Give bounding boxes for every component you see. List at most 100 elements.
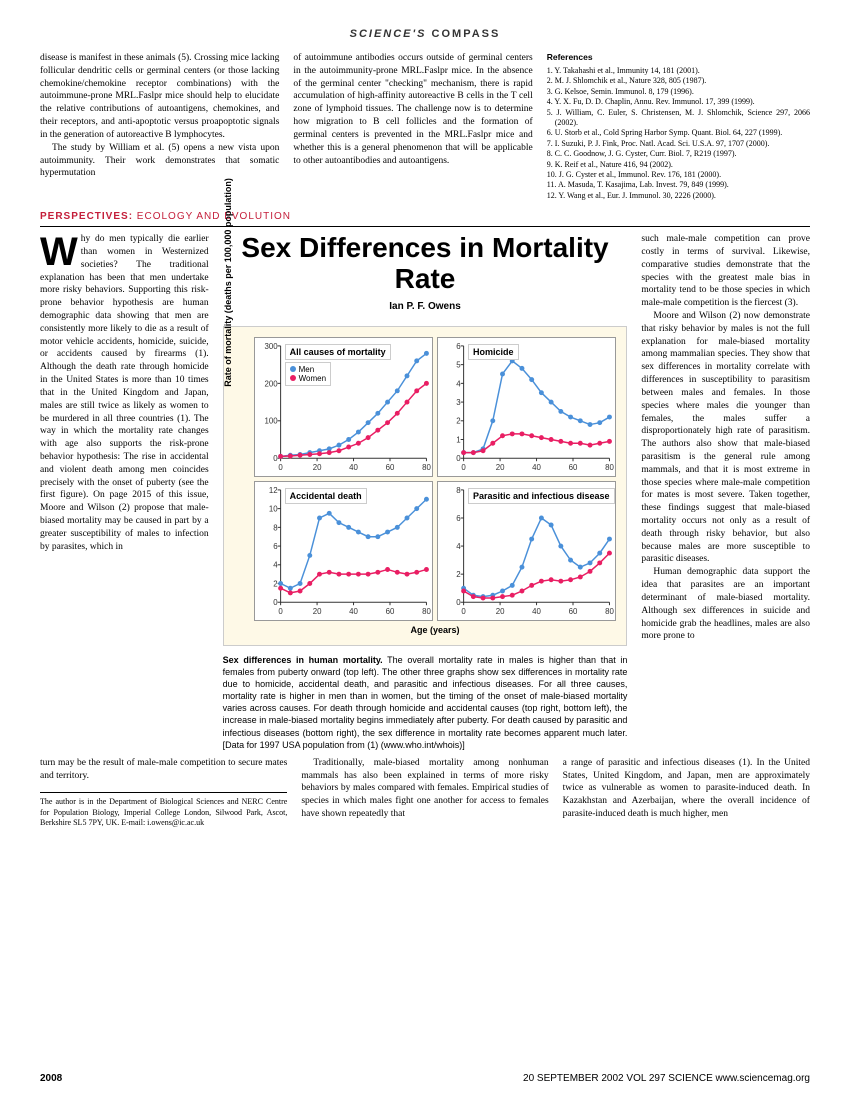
top-section: disease is manifest in these animals (5)… <box>40 52 810 201</box>
chart-panel: Homicide0123456020406080 <box>437 337 616 477</box>
svg-text:60: 60 <box>569 463 578 472</box>
page-number: 2008 <box>40 1073 62 1084</box>
xaxis-label: Age (years) <box>254 625 617 635</box>
svg-text:60: 60 <box>385 463 394 472</box>
svg-text:100: 100 <box>264 416 278 425</box>
refs-list: 1. Y. Takahashi et al., Immunity 14, 181… <box>547 66 810 201</box>
svg-text:8: 8 <box>273 523 278 532</box>
ref-item: 11. A. Masuda, T. Kasajima, Lab. Invest.… <box>547 180 810 190</box>
svg-text:4: 4 <box>273 560 278 569</box>
ref-item: 4. Y. X. Fu, D. D. Chaplin, Annu. Rev. I… <box>547 97 810 107</box>
svg-text:4: 4 <box>456 379 461 388</box>
ref-item: 2. M. J. Shlomchik et al., Nature 328, 8… <box>547 76 810 86</box>
chart-panel: Parasitic and infectious disease02468020… <box>437 481 616 621</box>
footer: 2008 20 SEPTEMBER 2002 VOL 297 SCIENCE w… <box>40 1073 810 1084</box>
legend: MenWomen <box>285 362 331 386</box>
svg-text:0: 0 <box>461 607 466 616</box>
svg-text:40: 40 <box>532 607 541 616</box>
svg-text:0: 0 <box>273 598 278 607</box>
svg-text:0: 0 <box>456 454 461 463</box>
top-para-2: of autoimmune antibodies occurs outside … <box>293 52 532 167</box>
svg-text:3: 3 <box>456 398 461 407</box>
svg-text:80: 80 <box>422 463 431 472</box>
bottom-left: turn may be the result of male-male comp… <box>40 757 287 829</box>
svg-text:80: 80 <box>605 463 614 472</box>
ref-item: 6. U. Storb et al., Cold Spring Harbor S… <box>547 128 810 138</box>
svg-text:4: 4 <box>456 542 461 551</box>
refs-heading: References <box>547 52 810 63</box>
svg-text:40: 40 <box>349 607 358 616</box>
ref-item: 1. Y. Takahashi et al., Immunity 14, 181… <box>547 66 810 76</box>
svg-text:6: 6 <box>456 342 461 351</box>
left-tail: turn may be the result of male-male comp… <box>40 757 287 783</box>
svg-text:8: 8 <box>456 486 461 495</box>
svg-text:2: 2 <box>456 570 460 579</box>
svg-text:20: 20 <box>496 463 505 472</box>
bottom-right-p: a range of parasitic and infectious dise… <box>563 757 810 821</box>
svg-text:0: 0 <box>456 598 461 607</box>
figure-caption: Sex differences in human mortality. The … <box>223 654 628 751</box>
svg-text:2: 2 <box>273 579 277 588</box>
chart-panel: All causes of mortalityMenWomen010020030… <box>254 337 433 477</box>
svg-text:60: 60 <box>385 607 394 616</box>
bottom-right: a range of parasitic and infectious dise… <box>563 757 810 829</box>
center-column: Sex Differences in Mortality Rate Ian P.… <box>217 233 634 751</box>
ref-item: 3. G. Kelsoe, Semin. Immunol. 8, 179 (19… <box>547 87 810 97</box>
affiliation: The author is in the Department of Biolo… <box>40 792 287 828</box>
svg-text:10: 10 <box>269 504 278 513</box>
svg-text:20: 20 <box>312 607 321 616</box>
svg-text:40: 40 <box>532 463 541 472</box>
chart-title: Homicide <box>468 344 519 360</box>
svg-text:300: 300 <box>264 342 278 351</box>
ref-item: 5. J. William, C. Euler, S. Christensen,… <box>547 108 810 129</box>
svg-text:80: 80 <box>605 607 614 616</box>
top-para-1b: The study by William et al. (5) opens a … <box>40 142 279 180</box>
right-column: such male-male competition can prove cos… <box>633 233 810 751</box>
author: Ian P. F. Owens <box>223 301 628 312</box>
svg-text:0: 0 <box>273 454 278 463</box>
ref-item: 7. I. Suzuki, P. J. Fink, Proc. Natl. Ac… <box>547 139 810 149</box>
chart-title: Parasitic and infectious disease <box>468 488 615 504</box>
ref-item: 9. K. Reif et al., Nature 416, 94 (2002)… <box>547 160 810 170</box>
chart-title: Accidental death <box>285 488 367 504</box>
svg-text:0: 0 <box>278 463 283 472</box>
svg-text:5: 5 <box>456 360 461 369</box>
right-p2: Moore and Wilson (2) now demonstrate tha… <box>641 310 810 566</box>
section-tag: PERSPECTIVES: ECOLOGY AND EVOLUTION <box>40 211 810 222</box>
top-para-1: disease is manifest in these animals (5)… <box>40 52 279 142</box>
svg-text:2: 2 <box>456 416 460 425</box>
svg-text:0: 0 <box>461 463 466 472</box>
footer-text: 20 SEPTEMBER 2002 VOL 297 SCIENCE www.sc… <box>523 1073 810 1084</box>
ref-item: 12. Y. Wang et al., Eur. J. Immunol. 30,… <box>547 191 810 201</box>
figure-box: Rate of mortality (deaths per 100,000 po… <box>223 326 628 646</box>
svg-text:20: 20 <box>496 607 505 616</box>
svg-text:20: 20 <box>312 463 321 472</box>
top-col-1: disease is manifest in these animals (5)… <box>40 52 279 201</box>
ref-item: 8. C. C. Goodnow, J. G. Cyster, Curr. Bi… <box>547 149 810 159</box>
yaxis-label: Rate of mortality (deaths per 100,000 po… <box>223 178 233 387</box>
chart-panel: Accidental death 0 2 4 6 8 10 12 0 20 40 60 80 <box>254 481 433 621</box>
bottom-center-p: Traditionally, male-biased mortality amo… <box>301 757 548 821</box>
bottom-text: turn may be the result of male-male comp… <box>40 757 810 829</box>
svg-text:1: 1 <box>456 435 460 444</box>
dropcap: W <box>40 233 81 268</box>
references: References 1. Y. Takahashi et al., Immun… <box>547 52 810 201</box>
main-content: Why do men typically die earlier than wo… <box>40 233 810 751</box>
svg-text:80: 80 <box>422 607 431 616</box>
charts-grid: All causes of mortalityMenWomen010020030… <box>254 337 617 621</box>
svg-text:200: 200 <box>264 379 278 388</box>
article-title: Sex Differences in Mortality Rate <box>223 233 628 295</box>
right-p1: such male-male competition can prove cos… <box>641 233 810 310</box>
top-col-2: of autoimmune antibodies occurs outside … <box>293 52 532 201</box>
svg-text:12: 12 <box>269 486 278 495</box>
svg-text:6: 6 <box>456 514 461 523</box>
rule <box>40 226 810 227</box>
left-column: Why do men typically die earlier than wo… <box>40 233 217 751</box>
ref-item: 10. J. G. Cyster et al., Immunol. Rev. 1… <box>547 170 810 180</box>
bottom-center: Traditionally, male-biased mortality amo… <box>301 757 548 829</box>
chart-title: All causes of mortality <box>285 344 391 360</box>
svg-text:0: 0 <box>278 607 283 616</box>
svg-text:60: 60 <box>569 607 578 616</box>
svg-text:6: 6 <box>273 542 278 551</box>
svg-text:40: 40 <box>349 463 358 472</box>
